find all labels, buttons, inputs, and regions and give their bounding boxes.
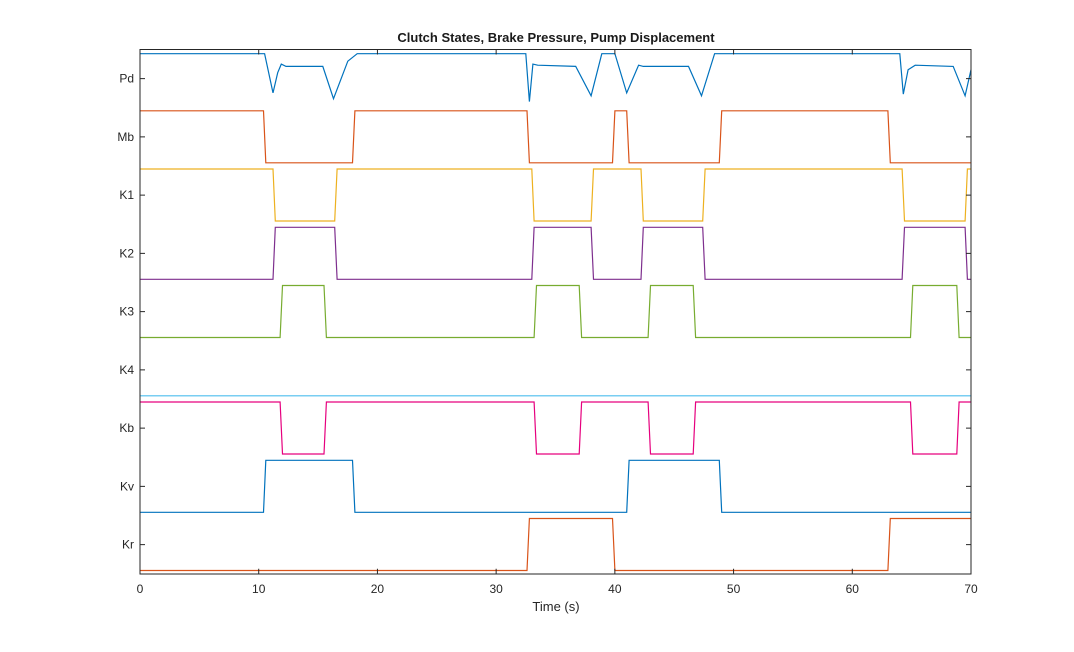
y-tick-label-k3: K3: [119, 305, 134, 319]
x-tick-label: 50: [727, 582, 741, 596]
chart-title: Clutch States, Brake Pressure, Pump Disp…: [397, 30, 715, 45]
x-tick-label: 20: [371, 582, 385, 596]
x-tick-label: 60: [846, 582, 860, 596]
series-line-k3: [140, 284, 971, 339]
y-tick-label-k2: K2: [119, 246, 134, 260]
y-tick-label-mb: Mb: [117, 130, 134, 144]
y-tick-label-pd: Pd: [119, 72, 134, 86]
y-tick-label-k4: K4: [119, 363, 134, 377]
x-axis-ticks: 0 10 20 30 40 50 60 70: [137, 49, 978, 596]
x-tick-label: 10: [252, 582, 266, 596]
x-tick-label: 40: [608, 582, 622, 596]
series-line-mb: [140, 110, 971, 164]
x-axis-label: Time (s): [532, 599, 579, 614]
series-line-kb: [140, 401, 971, 455]
series-line-pd: [140, 53, 972, 102]
series-line-k1: [140, 168, 971, 222]
x-tick-label: 30: [489, 582, 503, 596]
series-line-kr: [140, 517, 971, 572]
series-line-kv: [140, 459, 971, 513]
y-tick-label-kr: Kr: [122, 538, 134, 552]
y-tick-label-kv: Kv: [120, 479, 134, 493]
y-tick-label-kb: Kb: [119, 421, 134, 435]
signal-lanes: [140, 53, 972, 572]
x-tick-label: 70: [964, 582, 978, 596]
y-axis-ticks: Pd Mb K1 K2 K3 K4 Kb Kv Kr: [117, 72, 971, 552]
x-tick-label: 0: [137, 582, 144, 596]
series-line-k2: [140, 226, 971, 280]
y-tick-label-k1: K1: [119, 188, 134, 202]
